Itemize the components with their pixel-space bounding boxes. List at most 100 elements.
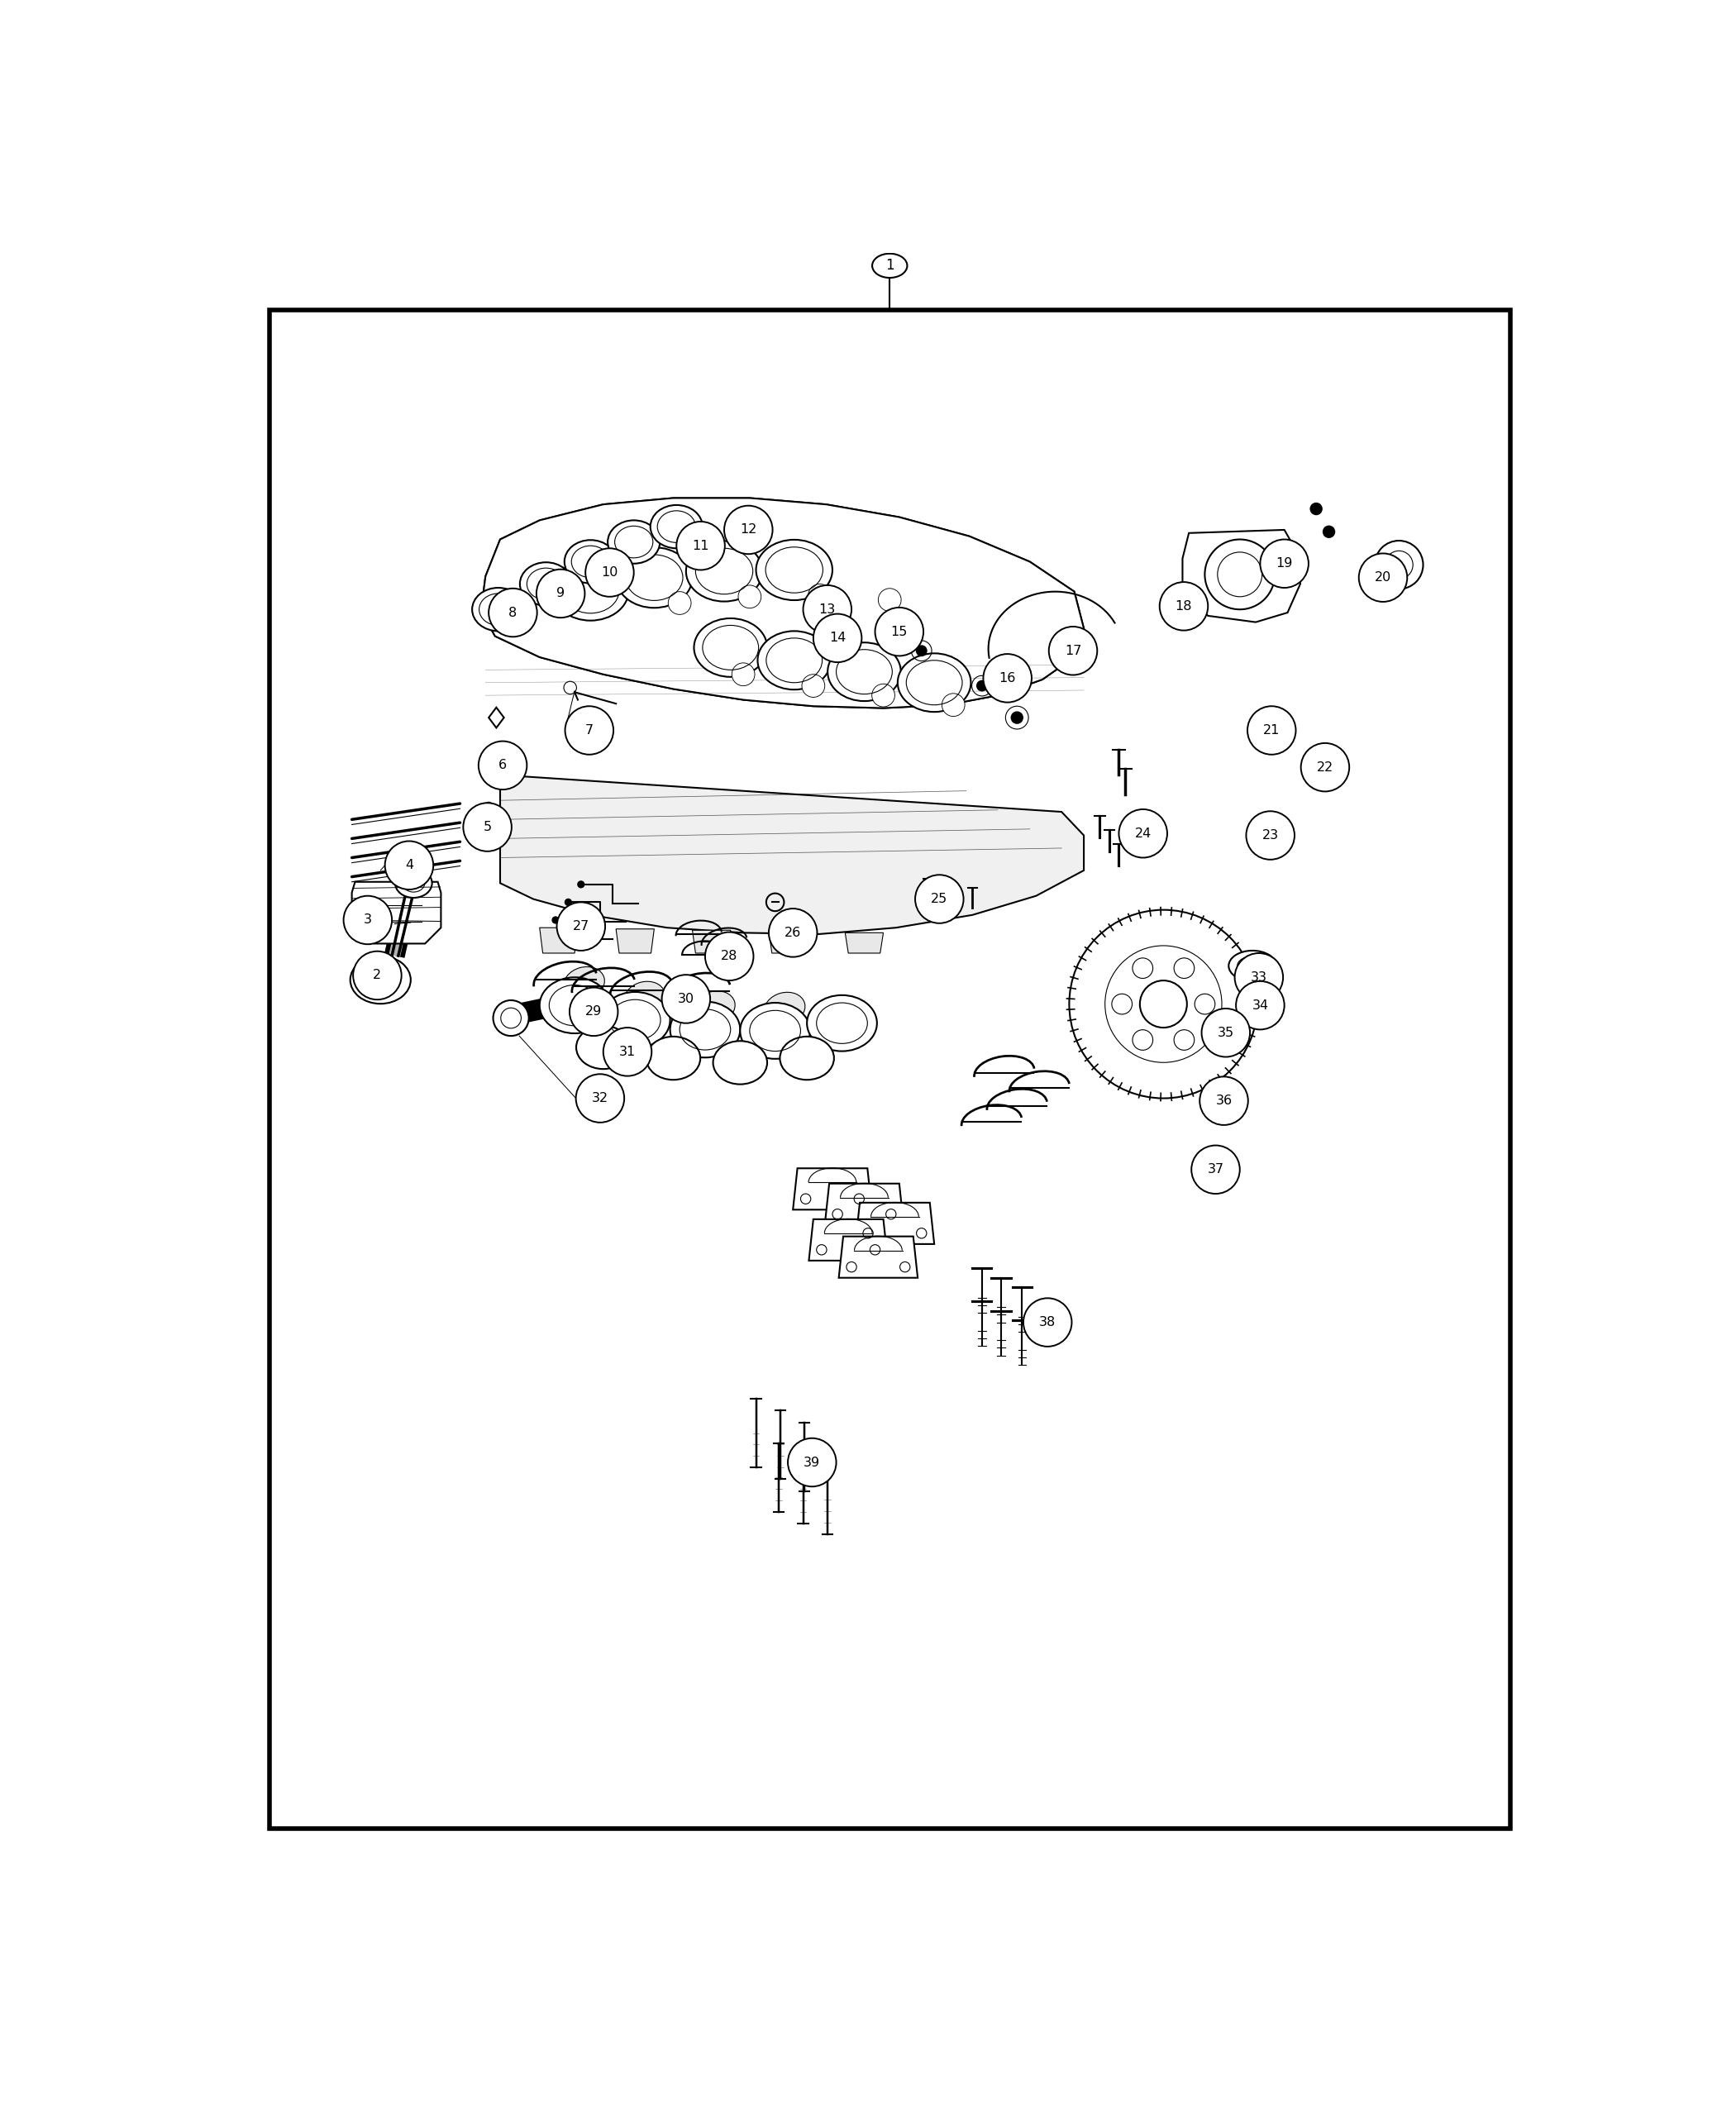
Circle shape [464, 803, 512, 852]
Circle shape [677, 521, 726, 569]
Circle shape [564, 898, 573, 906]
Circle shape [661, 974, 710, 1022]
Circle shape [1049, 626, 1097, 675]
Ellipse shape [616, 548, 693, 607]
Circle shape [668, 592, 691, 616]
Text: 18: 18 [1175, 601, 1193, 613]
Circle shape [1236, 980, 1285, 1029]
Ellipse shape [779, 1037, 833, 1079]
Circle shape [1359, 554, 1408, 601]
Polygon shape [481, 497, 1083, 708]
Circle shape [1069, 911, 1257, 1098]
Circle shape [917, 645, 927, 656]
Circle shape [1132, 1031, 1153, 1050]
Text: 36: 36 [1215, 1094, 1233, 1107]
Text: 25: 25 [930, 894, 948, 904]
Ellipse shape [651, 506, 703, 548]
Text: 2: 2 [373, 970, 382, 982]
Polygon shape [693, 930, 731, 953]
Circle shape [479, 742, 528, 790]
Ellipse shape [540, 978, 609, 1033]
Text: 4: 4 [404, 860, 413, 871]
Circle shape [552, 917, 559, 923]
Circle shape [724, 506, 773, 554]
Ellipse shape [552, 561, 628, 620]
Ellipse shape [871, 253, 908, 278]
Text: 31: 31 [620, 1046, 635, 1058]
Text: 23: 23 [1262, 828, 1279, 841]
Text: 28: 28 [720, 951, 738, 963]
Text: 20: 20 [1375, 571, 1391, 584]
Ellipse shape [764, 993, 806, 1024]
Circle shape [1246, 812, 1295, 860]
Circle shape [878, 588, 901, 611]
Circle shape [536, 569, 585, 618]
Polygon shape [500, 776, 1083, 934]
Ellipse shape [740, 1003, 811, 1058]
Ellipse shape [646, 1037, 700, 1079]
Text: 1: 1 [885, 259, 894, 274]
Ellipse shape [686, 542, 762, 601]
Text: 39: 39 [804, 1457, 821, 1469]
Text: 27: 27 [573, 921, 589, 932]
Circle shape [705, 932, 753, 980]
Circle shape [490, 588, 536, 637]
Text: 6: 6 [498, 759, 507, 772]
Text: 3: 3 [363, 915, 372, 925]
Circle shape [1111, 993, 1132, 1014]
Circle shape [1234, 953, 1283, 1001]
Circle shape [812, 613, 861, 662]
Ellipse shape [1229, 951, 1276, 980]
Text: 29: 29 [585, 1006, 602, 1018]
Text: 8: 8 [509, 607, 517, 620]
Circle shape [484, 801, 493, 812]
Text: 19: 19 [1276, 557, 1293, 569]
Text: 24: 24 [1135, 826, 1151, 839]
Ellipse shape [576, 1027, 630, 1069]
Text: 7: 7 [585, 725, 594, 736]
Circle shape [1191, 1145, 1240, 1193]
Circle shape [1194, 993, 1215, 1014]
Circle shape [1120, 809, 1167, 858]
Circle shape [738, 586, 760, 607]
Ellipse shape [351, 957, 411, 1003]
Circle shape [1375, 540, 1424, 588]
Circle shape [569, 987, 618, 1035]
Circle shape [352, 951, 401, 999]
Text: 38: 38 [1040, 1315, 1055, 1328]
Text: 26: 26 [785, 928, 802, 938]
Ellipse shape [694, 618, 767, 677]
Ellipse shape [757, 630, 832, 689]
Ellipse shape [472, 588, 524, 630]
Ellipse shape [898, 653, 970, 713]
Text: 21: 21 [1264, 725, 1279, 736]
Circle shape [604, 1027, 651, 1075]
Circle shape [833, 622, 845, 635]
Circle shape [1141, 980, 1187, 1027]
Text: 10: 10 [601, 567, 618, 580]
Circle shape [915, 875, 963, 923]
Text: 33: 33 [1250, 972, 1267, 984]
Circle shape [576, 1075, 625, 1121]
Ellipse shape [625, 982, 665, 1014]
Ellipse shape [828, 643, 901, 702]
Ellipse shape [807, 995, 877, 1052]
Text: 16: 16 [998, 672, 1016, 685]
Circle shape [769, 909, 818, 957]
Circle shape [1010, 710, 1024, 723]
Circle shape [1160, 582, 1208, 630]
Circle shape [804, 586, 851, 635]
Ellipse shape [608, 521, 660, 563]
Polygon shape [352, 881, 441, 944]
Polygon shape [540, 928, 578, 953]
Ellipse shape [564, 540, 616, 584]
Text: 37: 37 [1207, 1164, 1224, 1176]
Text: 22: 22 [1316, 761, 1333, 774]
Circle shape [809, 584, 832, 607]
Text: 35: 35 [1217, 1027, 1234, 1039]
Text: 11: 11 [693, 540, 708, 552]
Ellipse shape [757, 540, 833, 601]
Circle shape [585, 548, 634, 597]
Text: 30: 30 [677, 993, 694, 1006]
Circle shape [1205, 540, 1274, 609]
